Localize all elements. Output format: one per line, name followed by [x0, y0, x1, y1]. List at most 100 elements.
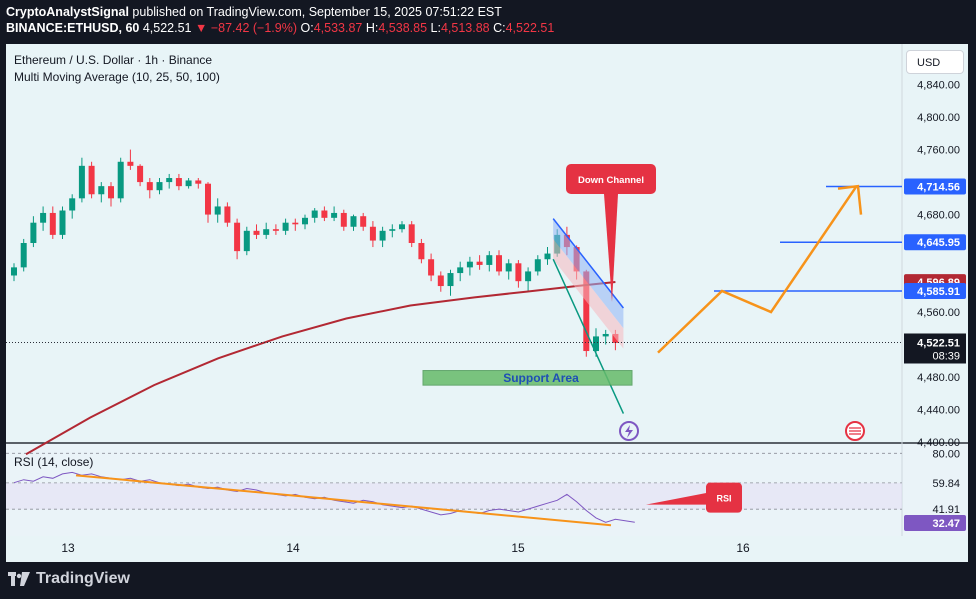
- candle-body: [525, 271, 532, 282]
- candle-body: [389, 229, 396, 231]
- candle-body: [11, 267, 17, 276]
- channel-bottom-line: [552, 258, 625, 414]
- time-tick-label: 14: [286, 541, 300, 555]
- candle-body: [243, 230, 250, 252]
- candle-body: [224, 206, 231, 223]
- callout-pointer: [604, 194, 618, 302]
- candle-body: [360, 216, 367, 227]
- projection-arrowhead: [837, 184, 863, 215]
- candle-body: [166, 178, 173, 183]
- candle-body: [253, 230, 260, 235]
- price-tick-label: 4,400.00: [917, 437, 960, 449]
- candle-body: [369, 226, 376, 241]
- candle-body: [593, 336, 599, 352]
- candle-body: [515, 263, 522, 282]
- rsi-tick-label: 59.84: [932, 478, 960, 490]
- down-channel-callout: [566, 164, 656, 194]
- candle-body: [350, 216, 357, 227]
- candle-body: [214, 206, 221, 215]
- support-area-box: [422, 370, 633, 386]
- low-value: 4,513.88: [440, 21, 490, 35]
- rsi-tick-label: 80.00: [932, 448, 960, 460]
- candle-body: [234, 222, 241, 252]
- candle-body: [88, 165, 95, 195]
- candle-body: [302, 217, 308, 225]
- chart-header: CryptoAnalystSignal published on Trading…: [6, 4, 554, 36]
- candle-body: [340, 212, 347, 227]
- price-tick-label: 4,440.00: [917, 405, 960, 417]
- rsi-callout-label: RSI: [716, 494, 731, 504]
- price-tick-label: 4,680.00: [917, 210, 960, 222]
- high-label: H:: [365, 21, 379, 35]
- price-label-text: 4,585.91: [917, 286, 960, 298]
- down-channel-lower: [553, 238, 624, 349]
- candle-body: [505, 263, 512, 272]
- rsi-band: [6, 482, 902, 510]
- rsi-callout-pointer: [646, 491, 714, 505]
- price-tick-label: 4,760.00: [917, 145, 960, 157]
- rsi-callout: [706, 482, 742, 513]
- indicator-label: Multi Moving Average (10, 25, 50, 100): [14, 70, 220, 84]
- candle-body: [399, 224, 405, 230]
- candle-body: [263, 229, 270, 235]
- candle-body: [447, 273, 454, 287]
- candle-body: [282, 222, 289, 231]
- candle-body: [272, 229, 279, 231]
- price-tick-label: 4,560.00: [917, 307, 960, 319]
- candle-body: [40, 212, 47, 223]
- price-label-box: [904, 178, 966, 195]
- last-price-text: 4,522.51: [917, 337, 960, 349]
- bolt-glyph-icon: [625, 425, 633, 438]
- candle-body: [49, 212, 56, 235]
- lightning-icon[interactable]: [619, 421, 639, 441]
- candle-body: [195, 180, 202, 184]
- last-price-box: [904, 333, 966, 364]
- candle-body: [418, 243, 425, 260]
- candle-body: [175, 178, 182, 187]
- rsi-value-text: 32.47: [932, 518, 960, 530]
- candle-body: [583, 271, 590, 352]
- candle-body: [127, 161, 134, 166]
- currency-button[interactable]: USD: [906, 50, 964, 74]
- candle-body: [534, 259, 541, 272]
- symbol-label: BINANCE:ETHUSD, 60: [6, 21, 140, 35]
- candle-body: [437, 275, 444, 287]
- published-text: published on TradingView.com, September …: [132, 5, 502, 19]
- candle-body: [496, 255, 502, 272]
- close-value: 4,522.51: [505, 21, 555, 35]
- candle-body: [602, 333, 609, 337]
- candle-body: [98, 186, 105, 195]
- change-label: ▼ −87.42 (−1.9%): [195, 21, 298, 35]
- candle-body: [108, 186, 114, 199]
- candle-body: [146, 182, 153, 191]
- support-area-label: Support Area: [503, 371, 579, 385]
- high-value: 4,538.85: [378, 21, 428, 35]
- chart-title: Ethereum / U.S. Dollar · 1h · Binance: [14, 53, 212, 67]
- candle-body: [30, 222, 37, 243]
- candle-body: [331, 212, 338, 218]
- rsi-value-box: [904, 515, 966, 532]
- publisher-name[interactable]: CryptoAnalystSignal: [6, 5, 129, 19]
- time-tick-label: 13: [61, 541, 75, 555]
- candle-body: [69, 198, 76, 211]
- candle-body: [379, 230, 386, 241]
- candle-body: [117, 161, 124, 199]
- candle-body: [311, 210, 318, 218]
- rsi-trendline: [75, 474, 612, 527]
- candle-body: [321, 210, 328, 218]
- price-label-text: 4,714.56: [917, 182, 960, 194]
- down-channel-label: Down Channel: [578, 175, 644, 186]
- chart-panel[interactable]: Support Area Down Channel RSI Ethereum / U.…: [6, 44, 968, 562]
- candle-body: [408, 224, 415, 243]
- chart-svg[interactable]: Support Area Down Channel RSI Ethereum / U.…: [6, 44, 968, 562]
- tradingview-logo-icon: [8, 572, 30, 586]
- price-tick-label: 4,800.00: [917, 112, 960, 124]
- tradingview-brand[interactable]: TradingView: [8, 570, 130, 588]
- price-label-box: [904, 234, 966, 251]
- candle-body: [205, 183, 211, 215]
- candle-body: [20, 243, 27, 268]
- candle-body: [137, 165, 144, 183]
- candle-body: [486, 255, 493, 265]
- price-tick-label: 4,840.00: [917, 80, 960, 92]
- candle-body: [185, 180, 192, 187]
